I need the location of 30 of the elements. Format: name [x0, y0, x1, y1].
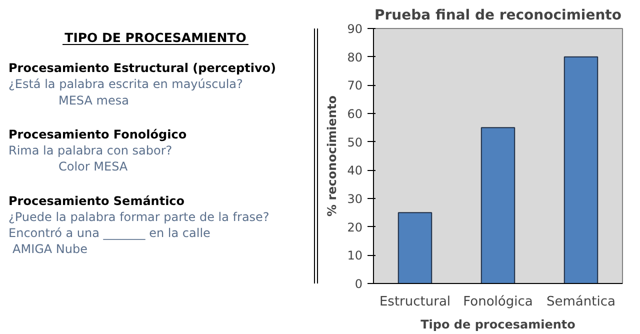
y-tick-label: 50 [347, 135, 363, 150]
y-axis-title: % reconocimiento [325, 96, 340, 216]
y-tick-label: 0 [354, 277, 363, 291]
text: MESA mesa [58, 93, 129, 108]
text: Procesamiento Semántico [8, 194, 185, 208]
x-tick-label: Estructural [379, 294, 451, 310]
bar [480, 127, 516, 284]
text: ¿Puede la palabra formar parte de la frase? [8, 210, 270, 224]
x-tick-label: Semántica [546, 294, 616, 310]
x-axis-title: Tipo de procesamiento [420, 318, 576, 332]
text: Encontró a una _______ en la calle [8, 226, 210, 240]
text: Procesamiento Fonológico [8, 128, 187, 142]
text: Rima la palabra con sabor? [8, 144, 172, 158]
text: Color MESA [58, 160, 128, 174]
y-tick-label: 90 [347, 22, 363, 36]
chart-title: Prueba final de reconocimiento [374, 8, 622, 24]
y-tick-label: 10 [347, 248, 363, 263]
y-tick-label: 40 [347, 164, 363, 178]
text: TIPO DE PROCESAMIENTO [64, 30, 246, 46]
text: AMIGA Nube [12, 242, 88, 256]
y-tick-label: 70 [347, 78, 363, 93]
bar [564, 56, 598, 284]
y-tick-label: 60 [347, 107, 363, 121]
text: Procesamiento Estructural (perceptivo) [8, 61, 276, 76]
text: ¿Está la palabra escrita en mayúscula? [8, 77, 243, 92]
bar [398, 212, 432, 284]
y-tick-label: 20 [347, 220, 363, 234]
x-tick-label: Fonológica [463, 294, 533, 310]
y-tick-label: 80 [347, 50, 363, 64]
y-tick-label: 30 [347, 192, 363, 206]
